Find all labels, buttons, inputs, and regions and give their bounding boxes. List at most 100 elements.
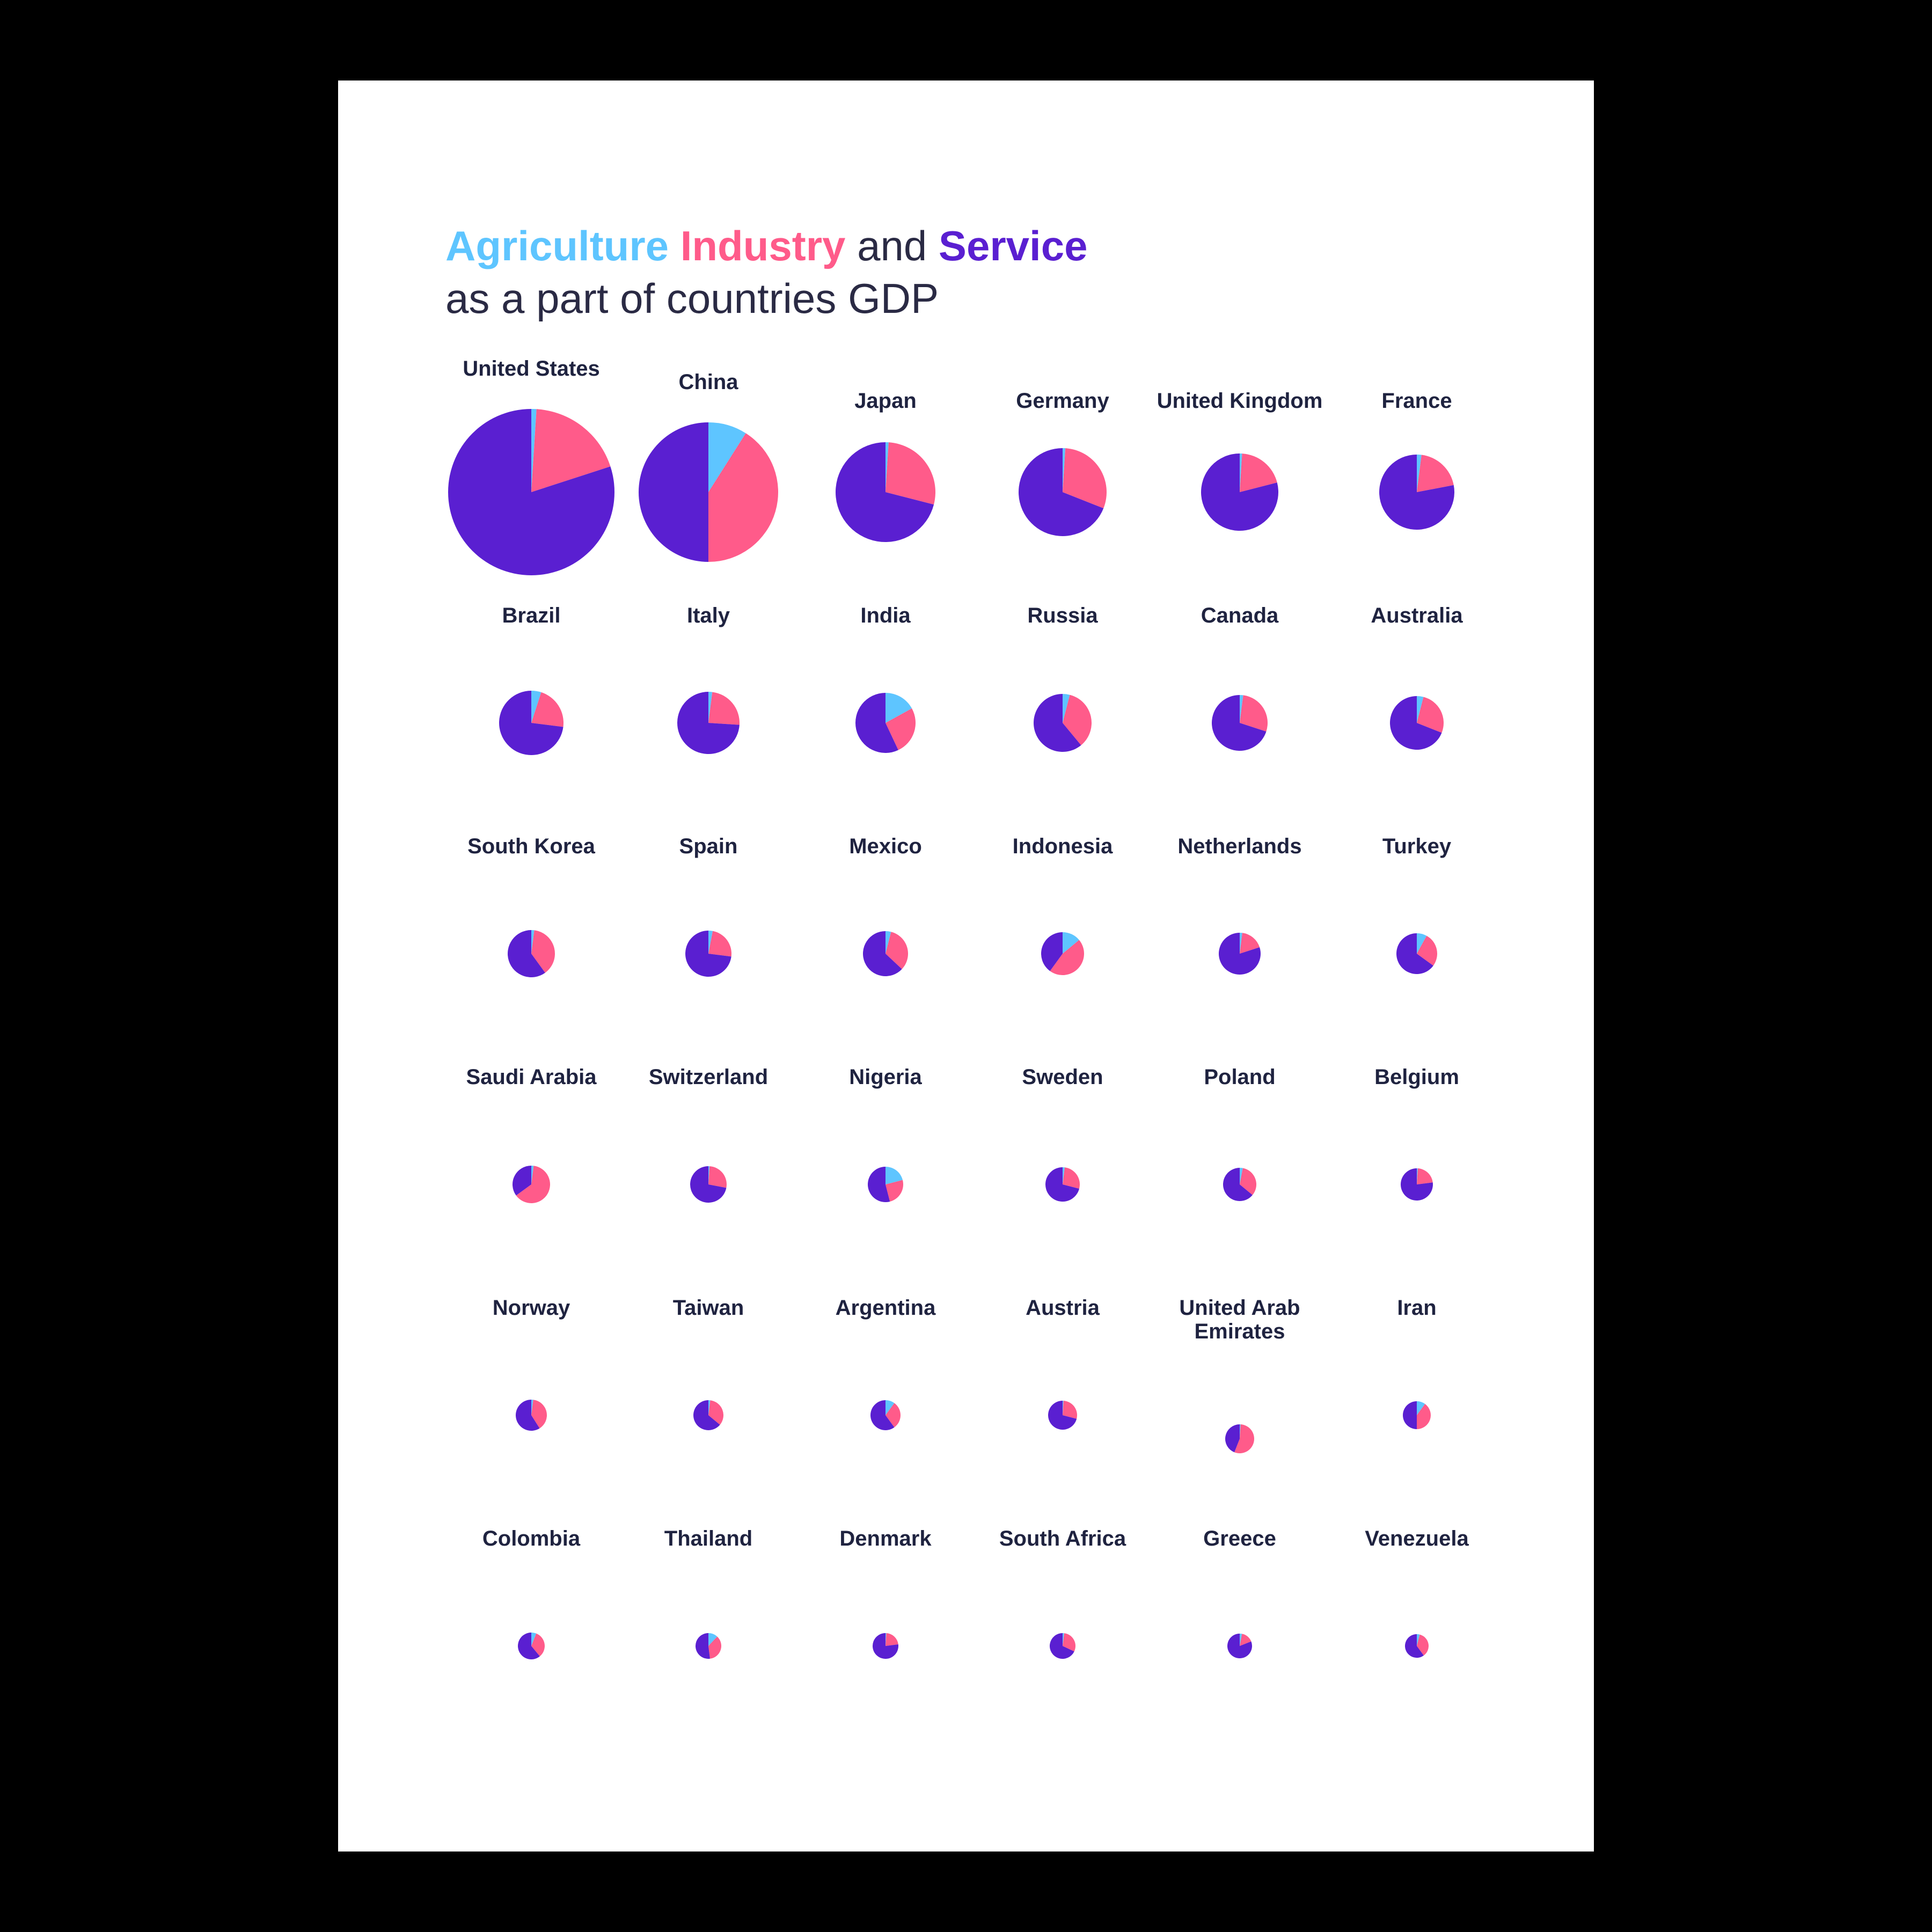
country-cell: Italy <box>623 604 794 809</box>
pie-chart <box>1201 453 1278 531</box>
country-label: Mexico <box>800 835 971 858</box>
pie-wrap <box>1154 1353 1326 1525</box>
country-cell: Nigeria <box>800 1065 971 1270</box>
country-label: South Korea <box>445 835 617 858</box>
pie-chart <box>499 691 564 755</box>
country-label: Switzerland <box>623 1065 794 1089</box>
country-cell: Spain <box>623 835 794 1040</box>
country-cell: Canada <box>1154 604 1326 809</box>
pie-chart <box>855 693 916 753</box>
country-cell: Switzerland <box>623 1065 794 1270</box>
pie-slice-industry <box>708 1166 727 1188</box>
pie-chart <box>863 931 908 976</box>
country-label: United States <box>445 357 617 380</box>
pie-wrap <box>1154 1099 1326 1270</box>
country-cell: India <box>800 604 971 809</box>
country-cell: Denmark <box>800 1527 971 1732</box>
country-label: Germany <box>977 389 1148 413</box>
pie-wrap <box>800 1560 971 1732</box>
pie-wrap <box>445 1329 617 1501</box>
title-subtitle: as a part of countries GDP <box>445 273 1497 325</box>
country-cell: Germany <box>977 373 1148 578</box>
title-word-industry: Industry <box>680 222 846 269</box>
country-label: Denmark <box>800 1527 971 1550</box>
country-label: Venezuela <box>1331 1527 1503 1550</box>
pie-chart <box>1212 695 1268 751</box>
country-label: Belgium <box>1331 1065 1503 1089</box>
country-cell: Colombia <box>445 1527 617 1732</box>
pie-wrap <box>445 1560 617 1732</box>
pie-chart <box>1219 933 1261 975</box>
pie-slice-industry <box>1417 1168 1433 1184</box>
country-cell: South Africa <box>977 1527 1148 1732</box>
country-label: Indonesia <box>977 835 1148 858</box>
pie-chart <box>1225 1424 1254 1453</box>
country-label: Spain <box>623 835 794 858</box>
pie-chart <box>513 1166 550 1203</box>
country-label: Taiwan <box>623 1296 794 1320</box>
country-label: Thailand <box>623 1527 794 1550</box>
country-cell: Saudi Arabia <box>445 1065 617 1270</box>
country-cell: Poland <box>1154 1065 1326 1270</box>
country-label: Norway <box>445 1296 617 1320</box>
country-cell: Venezuela <box>1331 1527 1503 1732</box>
country-label: Nigeria <box>800 1065 971 1089</box>
pie-chart <box>448 409 614 575</box>
country-cell: Belgium <box>1331 1065 1503 1270</box>
pie-chart <box>836 442 935 542</box>
pie-slice-industry <box>708 692 740 724</box>
pie-wrap <box>977 868 1148 1040</box>
country-cell: Australia <box>1331 604 1503 809</box>
pie-chart <box>693 1400 723 1430</box>
country-label: Colombia <box>445 1527 617 1550</box>
pie-chart <box>868 1167 903 1202</box>
pie-wrap <box>800 637 971 809</box>
pie-wrap <box>623 1329 794 1501</box>
country-label: Russia <box>977 604 1148 627</box>
country-label: Australia <box>1331 604 1503 627</box>
country-label: Iran <box>1331 1296 1503 1320</box>
country-label: Greece <box>1154 1527 1326 1550</box>
pie-wrap <box>1154 637 1326 809</box>
pie-chart <box>696 1633 721 1659</box>
country-cell: United States <box>445 373 617 578</box>
country-label: Italy <box>623 604 794 627</box>
country-cell: South Korea <box>445 835 617 1040</box>
page-title: Agriculture Industry and Service as a pa… <box>445 220 1497 325</box>
pie-chart <box>516 1400 547 1431</box>
pie-wrap <box>977 1560 1148 1732</box>
pie-chart <box>870 1400 901 1430</box>
pie-chart <box>690 1166 727 1203</box>
country-label: Canada <box>1154 604 1326 627</box>
pie-slice-service <box>1403 1401 1417 1429</box>
country-cell: Indonesia <box>977 835 1148 1040</box>
pie-wrap <box>977 1329 1148 1501</box>
country-cell: Norway <box>445 1296 617 1501</box>
pie-wrap <box>623 637 794 809</box>
country-label: France <box>1331 389 1503 413</box>
pie-wrap <box>623 1560 794 1732</box>
country-label: China <box>623 370 794 394</box>
pie-wrap <box>623 1099 794 1270</box>
pie-wrap <box>445 868 617 1040</box>
pie-chart <box>508 930 555 977</box>
pie-wrap <box>1154 406 1326 578</box>
pie-slice-industry <box>885 1633 898 1646</box>
pie-wrap <box>1331 868 1503 1040</box>
country-cell: Taiwan <box>623 1296 794 1501</box>
country-label: Argentina <box>800 1296 971 1320</box>
country-cell: Thailand <box>623 1527 794 1732</box>
country-label: India <box>800 604 971 627</box>
country-label: Austria <box>977 1296 1148 1320</box>
title-word-and: and <box>857 222 927 269</box>
pie-wrap <box>1331 1099 1503 1270</box>
country-cell: Japan <box>800 373 971 578</box>
pie-chart <box>1403 1401 1431 1429</box>
country-label: Japan <box>800 389 971 413</box>
country-cell: Argentina <box>800 1296 971 1501</box>
pie-wrap <box>623 868 794 1040</box>
pie-chart <box>873 1633 898 1659</box>
pie-chart <box>1401 1168 1433 1201</box>
pie-chart <box>1019 448 1107 536</box>
pie-chart <box>677 692 740 754</box>
